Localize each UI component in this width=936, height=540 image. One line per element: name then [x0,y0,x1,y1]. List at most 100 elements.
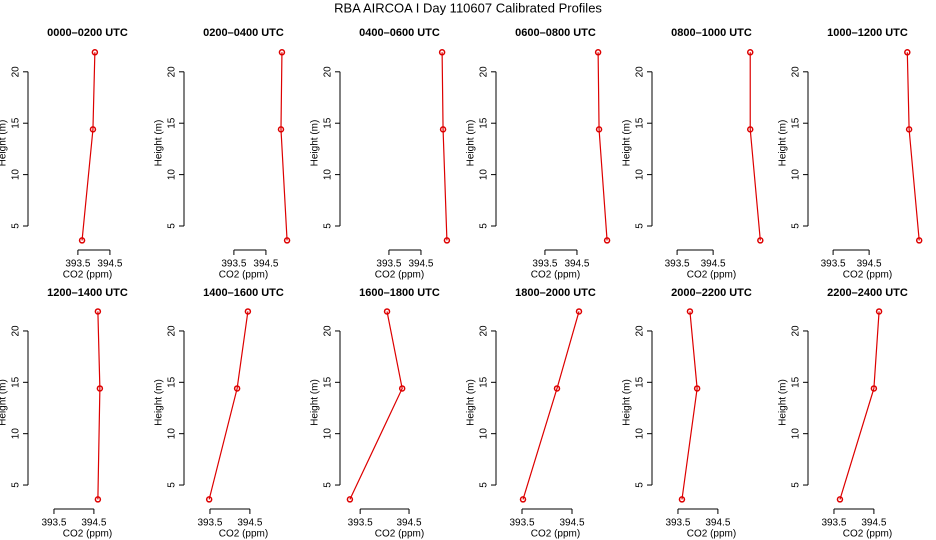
y-tick-label: 10 [635,169,646,181]
x-tick-label: 393.5 [821,518,846,529]
y-tick-label: 15 [791,117,802,129]
y-tick-label: 15 [167,376,178,388]
y-tick-label: 10 [635,428,646,440]
y-tick-label: 10 [791,169,802,181]
y-tick-label: 20 [479,66,490,78]
x-axis-label: CO2 (ppm) [219,529,268,540]
y-tick-label: 5 [791,223,802,229]
y-tick-label: 15 [11,117,22,129]
profile-point [904,49,911,56]
panel-title: 0000–0200 UTC [47,27,128,39]
profile-point [519,496,527,503]
profile-point [443,237,451,244]
y-tick-label: 15 [479,117,490,129]
y-tick-label: 20 [11,325,22,337]
profile-point [905,126,913,133]
y-tick-label: 15 [11,376,22,388]
profile-point [594,49,602,56]
profile-point [277,126,285,133]
x-tick-label: 394.5 [81,518,106,529]
profile-point [603,237,611,244]
y-axis-label: Height (m) [310,379,321,426]
x-tick-label: 393.5 [509,518,534,529]
panel-title: 1000–1200 UTC [827,27,908,39]
y-tick-label: 20 [167,66,178,78]
x-axis-label: CO2 (ppm) [687,270,736,281]
x-tick-label: 394.5 [861,518,886,529]
profile-point [244,308,252,315]
panel-title: 0200–0400 UTC [203,27,284,39]
y-tick-label: 20 [791,66,802,78]
profile-point [678,496,686,503]
x-axis-label: CO2 (ppm) [843,270,892,281]
y-axis-label: Height (m) [154,120,165,167]
profile-point [278,49,286,56]
profile-line [839,311,880,500]
y-axis-label: Height (m) [622,120,633,167]
y-tick-label: 20 [791,325,802,337]
profile-point [757,237,764,244]
profile-point [398,385,406,392]
y-axis-label: Height (m) [778,379,789,426]
panel-title: 1200–1400 UTC [47,287,128,299]
x-axis-label: CO2 (ppm) [375,529,424,540]
profile-point [233,385,241,392]
x-tick-label: 393.5 [532,259,557,270]
x-axis-label: CO2 (ppm) [843,529,892,540]
y-axis-label: Height (m) [0,379,9,426]
profile-line [208,311,249,500]
y-tick-label: 15 [635,117,646,129]
profile-point [875,308,883,315]
panel-title: 2000–2200 UTC [671,287,752,299]
profile-point [439,126,447,133]
y-axis-label: Height (m) [154,379,165,426]
y-axis-label: Height (m) [466,120,477,167]
x-tick-label: 394.5 [253,259,278,270]
y-tick-label: 20 [635,66,646,78]
profile-line [597,52,608,241]
x-tick-label: 394.5 [397,518,422,529]
y-tick-label: 5 [479,482,490,488]
y-tick-label: 5 [635,482,646,488]
page-title: RBA AIRCOA I Day 110607 Calibrated Profi… [334,0,602,15]
x-tick-label: 394.5 [408,259,433,270]
x-tick-label: 394.5 [857,259,882,270]
profile-point [89,126,97,133]
x-tick-label: 393.5 [65,259,90,270]
profile-point [575,308,583,315]
profile-point [205,496,213,503]
y-tick-label: 10 [167,169,178,181]
profile-point [553,385,561,392]
profile-line [906,52,920,241]
y-tick-label: 15 [323,117,334,129]
y-tick-label: 10 [323,428,334,440]
panel-title: 1400–1600 UTC [203,287,284,299]
profile-point [836,496,844,503]
x-tick-label: 393.5 [665,259,690,270]
x-tick-label: 393.5 [41,518,66,529]
y-tick-label: 10 [479,169,490,181]
x-tick-label: 393.5 [221,259,246,270]
x-tick-label: 393.5 [821,259,846,270]
y-tick-label: 5 [323,223,334,229]
profile-point [94,496,102,503]
y-tick-label: 10 [11,428,22,440]
profile-point [91,49,99,56]
x-tick-label: 393.5 [197,518,222,529]
x-tick-label: 394.5 [564,259,589,270]
panel-title: 0800–1000 UTC [671,27,752,39]
profile-line [280,52,288,241]
panel-title: 2200–2400 UTC [827,287,908,299]
x-axis-label: CO2 (ppm) [375,270,424,281]
y-tick-label: 10 [323,169,334,181]
x-tick-label: 393.5 [348,518,373,529]
profile-point [94,308,102,315]
panel-title: 1600–1800 UTC [359,287,440,299]
profile-point [283,237,291,244]
y-tick-label: 5 [635,223,646,229]
profile-line [97,311,101,500]
y-tick-label: 10 [167,428,178,440]
y-tick-label: 5 [11,223,22,229]
x-tick-label: 394.5 [559,518,584,529]
